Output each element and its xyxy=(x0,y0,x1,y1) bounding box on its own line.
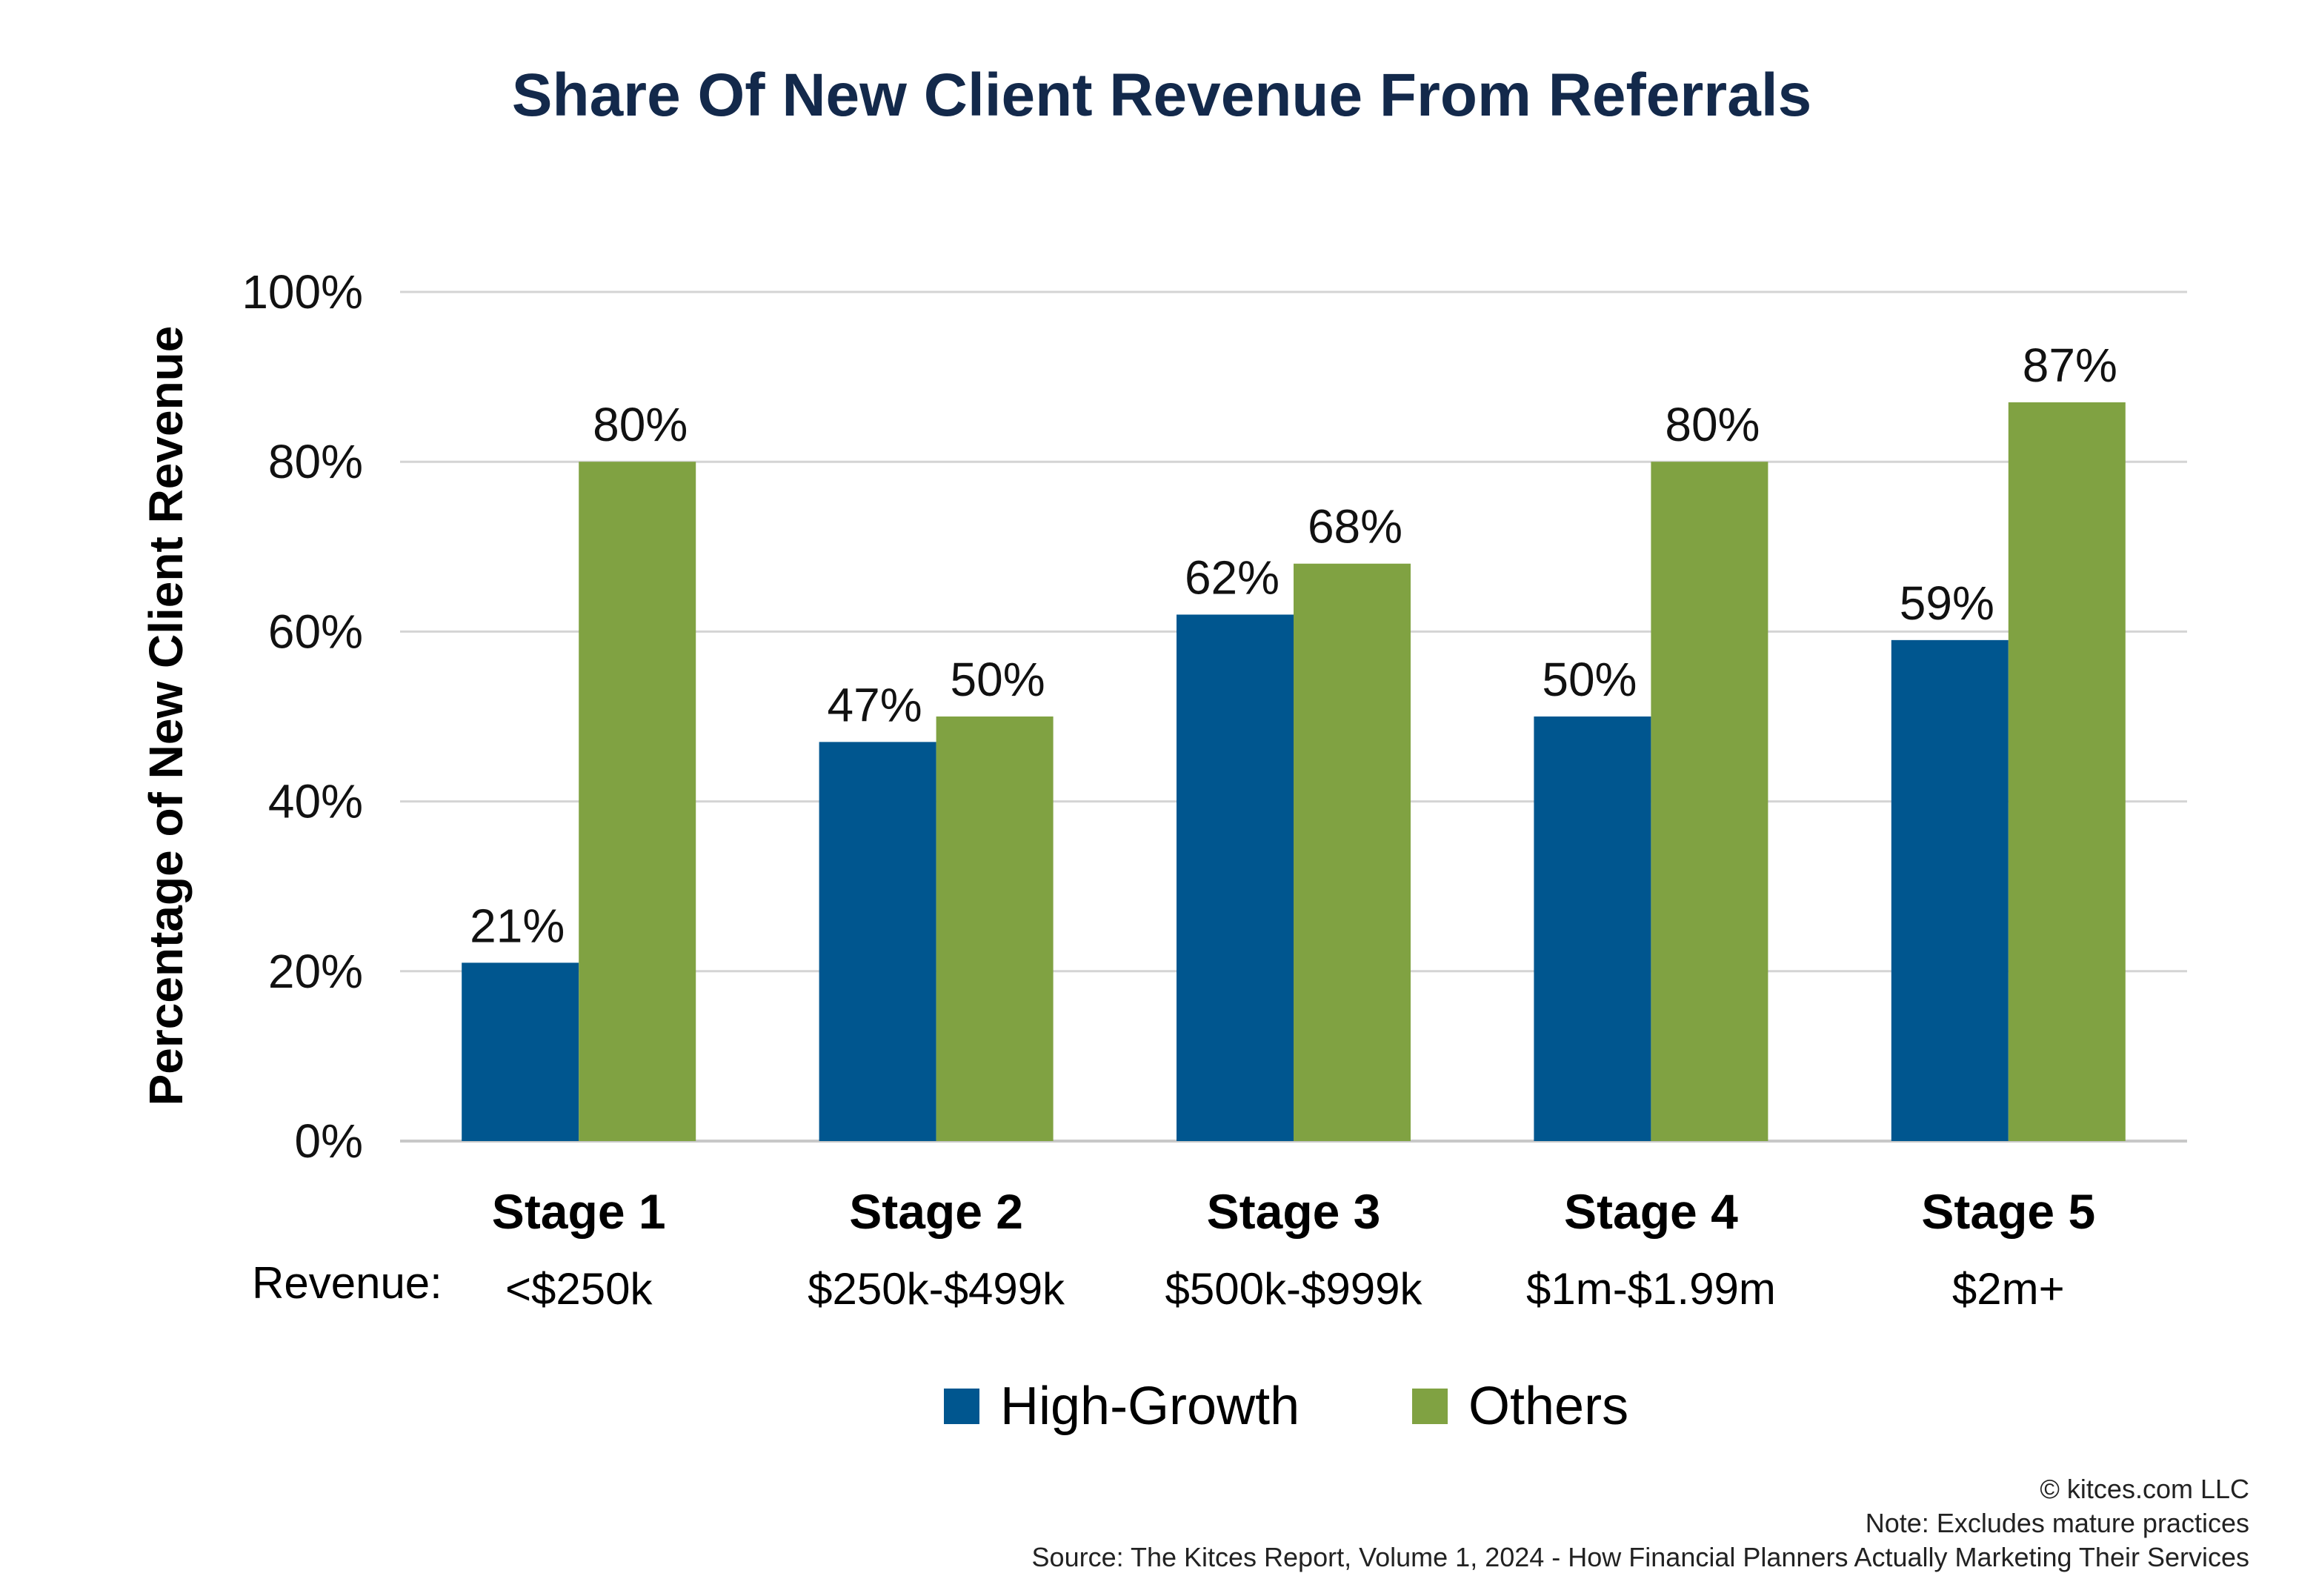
revenue-range-label: <$250k xyxy=(505,1264,653,1314)
revenue-range-label: $2m+ xyxy=(1952,1264,2065,1314)
y-tick-label: 20% xyxy=(268,945,363,998)
y-tick-label: 60% xyxy=(268,605,363,658)
data-label: 68% xyxy=(1308,500,1402,553)
legend-label: Others xyxy=(1468,1377,1628,1436)
data-label: 87% xyxy=(2023,339,2117,392)
category-label: Stage 4 xyxy=(1564,1184,1738,1239)
bar-others xyxy=(579,462,696,1141)
bar-others xyxy=(1651,462,1768,1141)
bar-high-growth xyxy=(462,962,579,1141)
y-axis-label: Percentage of New Client Revenue xyxy=(139,326,193,1106)
bar-high-growth xyxy=(1534,716,1651,1141)
chart-title: Share Of New Client Revenue From Referra… xyxy=(512,61,1811,129)
legend-swatch-others xyxy=(1412,1389,1448,1424)
data-label: 80% xyxy=(1665,398,1760,451)
data-label: 80% xyxy=(593,398,688,451)
footer: © kitces.com LLC Note: Excludes mature p… xyxy=(1032,1474,2249,1572)
bar-others xyxy=(1294,563,1411,1141)
y-tick-label: 80% xyxy=(268,435,363,488)
data-label: 50% xyxy=(951,653,1045,706)
data-label: 50% xyxy=(1542,653,1637,706)
bar-high-growth xyxy=(1177,614,1294,1141)
category-label: Stage 3 xyxy=(1207,1184,1381,1239)
y-axis-ticks: 0% 20% 40% 60% 80% 100% xyxy=(242,265,363,1168)
bar-high-growth xyxy=(1891,639,2009,1141)
y-tick-label: 100% xyxy=(242,265,363,319)
category-label: Stage 1 xyxy=(492,1184,666,1239)
category-label: Stage 2 xyxy=(849,1184,1023,1239)
x-axis-categories: Stage 1 <$250k Stage 2 $250k-$499k Stage 3 $5… xyxy=(492,1184,2095,1314)
data-labels: 21% 80% 47% 50% 62% 68% 50% 80% 59% 87% xyxy=(470,339,2117,952)
data-label: 47% xyxy=(828,678,922,731)
footer-source: Source: The Kitces Report, Volume 1, 202… xyxy=(1032,1542,2249,1572)
revenue-range-label: $500k-$999k xyxy=(1165,1264,1423,1314)
bar-others xyxy=(936,716,1054,1141)
bar-high-growth xyxy=(819,742,936,1141)
y-tick-label: 40% xyxy=(268,775,363,828)
footer-copyright: © kitces.com LLC xyxy=(2040,1474,2249,1504)
revenue-range-label: $250k-$499k xyxy=(808,1264,1065,1314)
data-label: 21% xyxy=(470,899,565,952)
revenue-row-label: Revenue: xyxy=(252,1258,442,1308)
bar-others xyxy=(2008,402,2126,1141)
legend: High-Growth Others xyxy=(944,1377,1628,1436)
legend-swatch-high-growth xyxy=(944,1389,979,1424)
footer-note: Note: Excludes mature practices xyxy=(1866,1508,2249,1538)
y-tick-label: 0% xyxy=(295,1114,364,1168)
revenue-range-label: $1m-$1.99m xyxy=(1526,1264,1776,1314)
data-label: 62% xyxy=(1185,551,1280,604)
data-label: 59% xyxy=(1900,576,1994,630)
category-label: Stage 5 xyxy=(1921,1184,2095,1239)
bars xyxy=(462,402,2126,1141)
legend-label: High-Growth xyxy=(1000,1377,1300,1436)
